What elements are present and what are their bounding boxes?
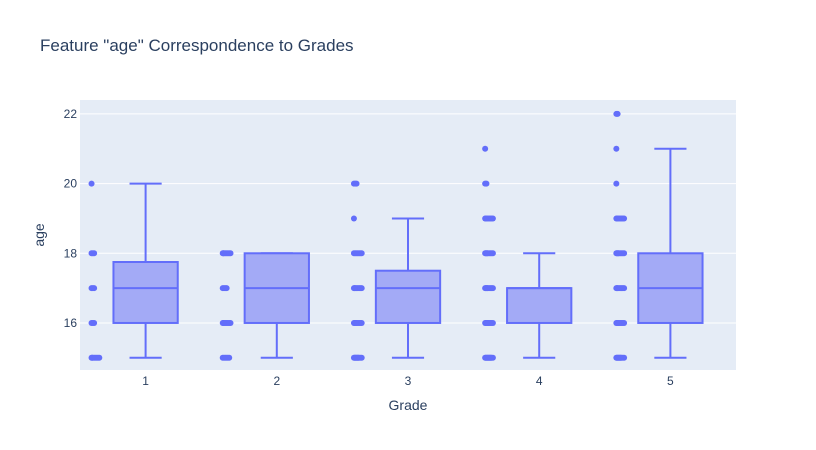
outlier-point (615, 250, 622, 257)
outlier-point (621, 250, 628, 257)
outlier-point (350, 215, 357, 222)
outlier-point (613, 180, 620, 187)
box-group-grade-5 (613, 110, 704, 361)
y-axis-title: age (31, 223, 47, 247)
outlier-point (351, 285, 358, 292)
x-tick-label: 5 (667, 374, 674, 388)
outlier-point (613, 145, 620, 152)
outlier-point (621, 215, 628, 222)
x-axis-title: Grade (389, 397, 428, 413)
outlier-point (220, 319, 227, 326)
outlier-point (489, 215, 496, 222)
outlier-point (358, 319, 365, 326)
outlier-point (482, 215, 489, 222)
box-group-grade-4 (482, 145, 573, 361)
tick-labels: 16 18 20 22 1 2 3 4 5 (64, 107, 674, 388)
iqr-box (112, 261, 179, 324)
outlier-point (487, 354, 494, 361)
outlier-point (227, 250, 234, 257)
x-tick-label: 1 (142, 374, 149, 388)
chart-title: Feature "age" Correspondence to Grades (40, 36, 354, 55)
outlier-point (484, 285, 491, 292)
outlier-point (89, 354, 96, 361)
data-layer (88, 110, 704, 361)
outlier-point (88, 180, 95, 187)
x-tick-label: 3 (405, 374, 412, 388)
outlier-point (352, 319, 359, 326)
outlier-point (226, 354, 233, 361)
outlier-point (483, 180, 490, 187)
iqr-box (506, 287, 573, 324)
box-group-grade-3 (350, 180, 442, 361)
x-tick-label: 4 (536, 374, 543, 388)
outlier-point (489, 250, 496, 257)
iqr-box (374, 269, 442, 324)
y-tick-label: 22 (64, 107, 78, 121)
outlier-point (223, 285, 230, 292)
outlier-point (353, 180, 360, 187)
outlier-point (614, 110, 621, 117)
outlier-point (96, 354, 103, 361)
outlier-point (220, 250, 227, 257)
outlier-point (91, 250, 98, 257)
outlier-point (621, 319, 628, 326)
outlier-point (621, 285, 628, 292)
outlier-point (615, 319, 622, 326)
outlier-point (91, 319, 98, 326)
y-tick-label: 20 (64, 177, 78, 191)
outlier-point (227, 319, 234, 326)
box-group-grade-1 (88, 180, 179, 361)
outlier-point (355, 354, 362, 361)
outlier-point (613, 215, 620, 222)
outlier-point (617, 354, 624, 361)
y-tick-label: 18 (64, 246, 78, 260)
outlier-point (484, 250, 491, 257)
outlier-point (485, 319, 492, 326)
y-tick-label: 16 (64, 316, 78, 330)
outlier-point (482, 145, 489, 152)
outlier-point (91, 285, 98, 292)
outlier-point (489, 285, 496, 292)
box-group-grade-2 (219, 250, 310, 361)
outlier-point (358, 250, 365, 257)
x-tick-label: 2 (273, 374, 280, 388)
outlier-point (613, 285, 620, 292)
outlier-point (358, 285, 365, 292)
outlier-point (489, 319, 496, 326)
